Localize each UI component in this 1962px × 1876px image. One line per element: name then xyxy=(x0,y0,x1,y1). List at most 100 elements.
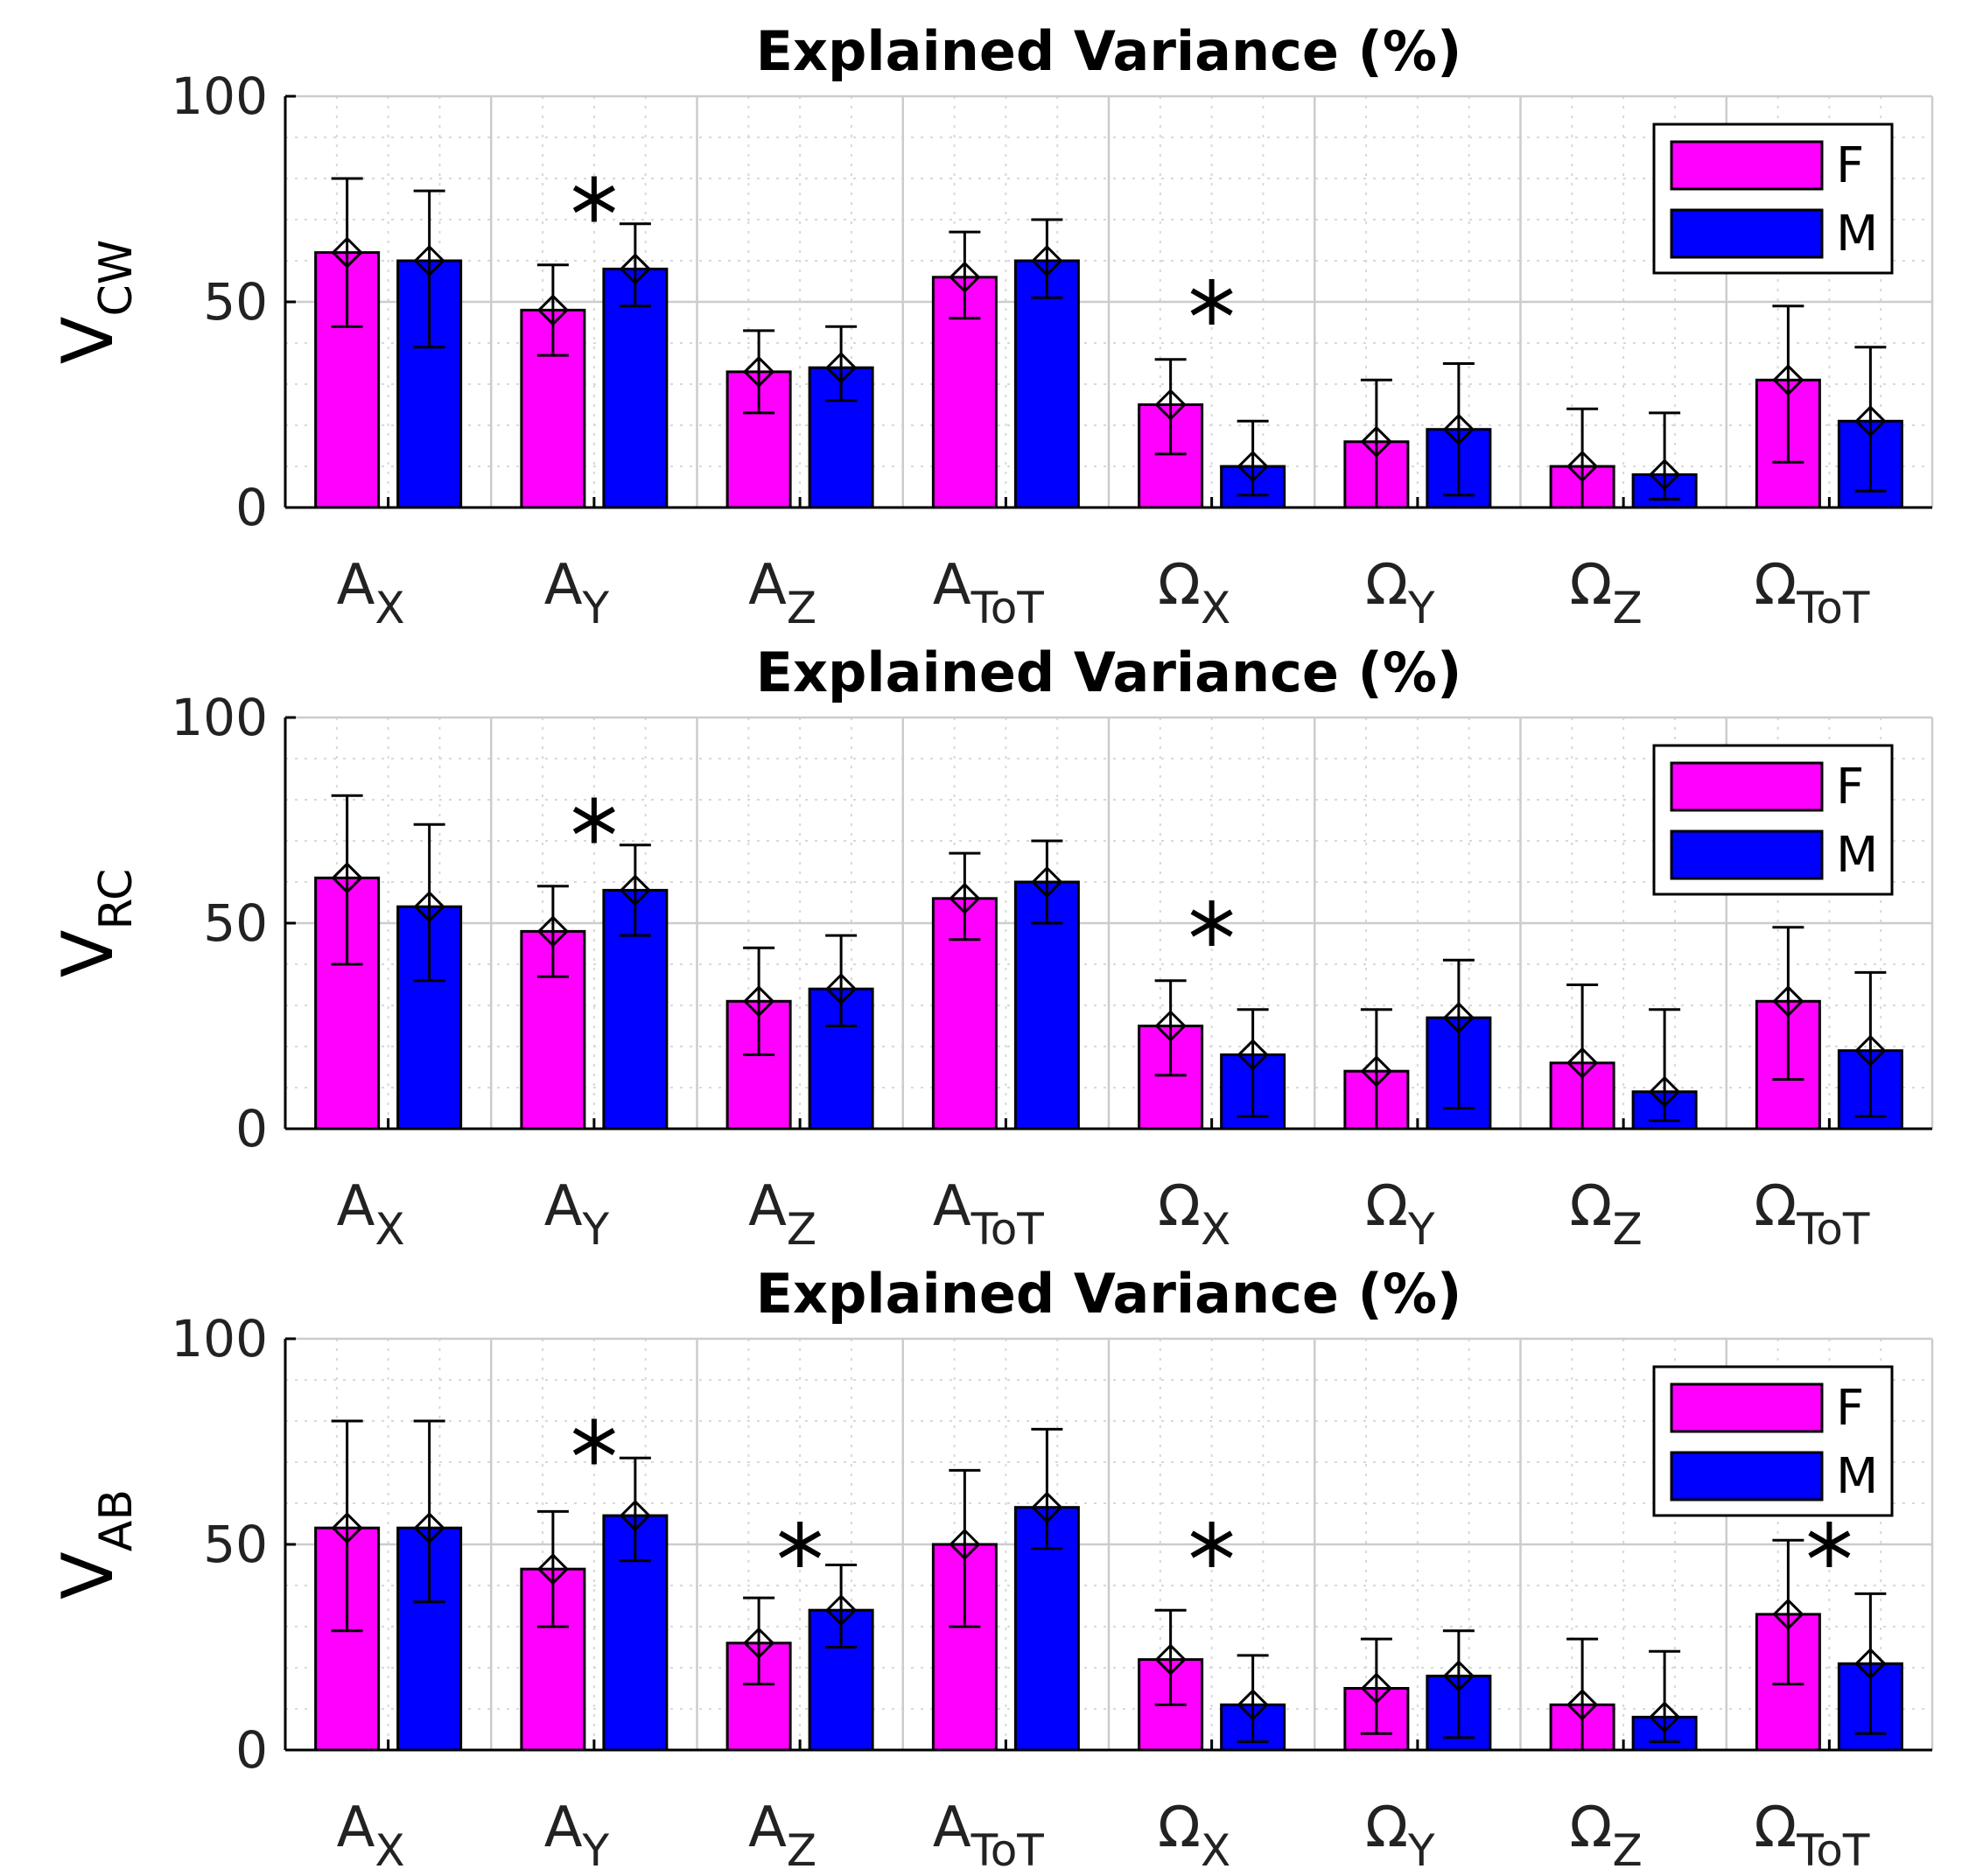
mean-marker xyxy=(1772,985,1804,1018)
star-stroke xyxy=(1190,1530,1233,1558)
x-tick-label: AY xyxy=(544,553,610,634)
significance-star xyxy=(572,1418,615,1465)
mean-marker xyxy=(1442,1660,1475,1692)
y-tick-label: 50 xyxy=(203,893,268,953)
mean-marker xyxy=(619,253,651,285)
x-tick-label-main: Ω xyxy=(1570,1174,1613,1239)
significance-star xyxy=(779,1522,822,1567)
chart-title: Explained Variance (%) xyxy=(756,640,1462,704)
legend-label-m: M xyxy=(1836,1448,1878,1505)
mean-marker xyxy=(1154,1643,1187,1676)
significance-star xyxy=(1190,279,1233,325)
mean-marker xyxy=(413,1512,445,1544)
x-tick-label-sub: X xyxy=(375,583,404,634)
mean-marker xyxy=(536,915,569,948)
x-tick-label-main: A xyxy=(933,553,971,618)
y-axis-label-main: V xyxy=(47,929,129,977)
y-axis-label-main: V xyxy=(47,1551,129,1600)
x-tick-label-sub: Y xyxy=(1407,583,1435,634)
mean-marker xyxy=(619,874,651,906)
mean-marker xyxy=(1154,388,1187,421)
legend-swatch-m xyxy=(1670,208,1824,259)
legend-label-m: M xyxy=(1836,206,1878,262)
x-tick-label-sub: Y xyxy=(1407,1204,1435,1255)
mean-marker xyxy=(1649,1701,1681,1733)
y-axis-label-main: V xyxy=(47,316,129,364)
x-tick-label-sub: X xyxy=(1201,1825,1230,1876)
mean-marker xyxy=(1649,1075,1681,1108)
star-stroke xyxy=(572,185,615,214)
y-tick-label: 0 xyxy=(235,1720,268,1780)
x-tick-label: ΩX xyxy=(1158,1796,1230,1876)
mean-marker xyxy=(949,1528,981,1561)
y-axis-label: VRC xyxy=(47,869,143,978)
legend-label-m: M xyxy=(1836,827,1878,884)
star-stroke xyxy=(1190,909,1233,937)
x-tick-label-sub: ToT xyxy=(970,1825,1045,1876)
x-tick-label-main: Ω xyxy=(1365,553,1408,618)
y-tick-label: 50 xyxy=(203,1515,268,1574)
x-tick-label-sub: Z xyxy=(1612,1825,1642,1876)
x-tick-label: ΩToT xyxy=(1754,1174,1870,1255)
y-tick-label: 0 xyxy=(235,478,268,537)
legend-swatch-m xyxy=(1670,1451,1824,1502)
y-axis-label-sub: CW xyxy=(90,240,143,317)
legend-label-f: F xyxy=(1836,759,1864,816)
mean-marker xyxy=(1566,1689,1599,1721)
x-tick-label: ΩY xyxy=(1365,553,1435,634)
x-tick-label: AToT xyxy=(933,1174,1044,1255)
x-tick-label-sub: ToT xyxy=(1796,583,1870,634)
x-tick-label-main: A xyxy=(544,1174,583,1239)
x-tick-label-sub: Z xyxy=(787,583,816,634)
mean-marker xyxy=(825,1594,858,1627)
mean-marker xyxy=(1237,1689,1269,1721)
mean-marker xyxy=(331,236,363,269)
mean-marker xyxy=(743,1627,775,1659)
x-tick-label: AZ xyxy=(748,1174,816,1255)
mean-marker xyxy=(331,862,363,894)
legend-swatch-m xyxy=(1670,830,1824,880)
x-tick-label-main: A xyxy=(544,1796,583,1860)
x-tick-label-main: Ω xyxy=(1570,553,1613,618)
x-tick-label-main: A xyxy=(748,1796,787,1860)
x-tick-label-main: Ω xyxy=(1754,1796,1797,1860)
x-tick-label: AX xyxy=(337,1796,405,1876)
x-tick-label-main: Ω xyxy=(1158,1174,1201,1239)
x-tick-label-sub: Y xyxy=(581,1825,609,1876)
x-tick-label-main: Ω xyxy=(1754,553,1797,618)
x-tick-label-main: Ω xyxy=(1158,1796,1201,1860)
star-stroke xyxy=(1190,288,1233,316)
mean-marker xyxy=(1772,364,1804,396)
mean-marker xyxy=(1854,405,1887,438)
mean-marker xyxy=(743,985,775,1018)
x-tick-label: ΩToT xyxy=(1754,553,1870,634)
y-axis-label-sub: RC xyxy=(90,869,143,930)
x-tick-label: AX xyxy=(337,553,405,634)
mean-marker xyxy=(1854,1648,1887,1680)
legend-swatch-f xyxy=(1670,1382,1824,1433)
x-tick-label: AToT xyxy=(933,1796,1044,1876)
mean-marker xyxy=(1031,244,1063,277)
x-tick-label-sub: ToT xyxy=(970,583,1045,634)
x-tick-label-sub: Y xyxy=(581,583,609,634)
star-stroke xyxy=(572,1427,615,1456)
mean-marker xyxy=(1772,1598,1804,1631)
x-tick-label-main: A xyxy=(933,1174,971,1239)
significance-star xyxy=(1190,1522,1233,1567)
x-tick-label: AZ xyxy=(748,553,816,634)
x-tick-label: AY xyxy=(544,1174,610,1255)
x-tick-label-sub: X xyxy=(375,1825,404,1876)
x-tick-label-sub: Y xyxy=(1407,1825,1435,1876)
x-tick-label-main: A xyxy=(337,1174,375,1239)
mean-marker xyxy=(1031,865,1063,899)
x-tick-label-sub: Z xyxy=(787,1204,816,1255)
bar-m xyxy=(1013,259,1080,509)
y-axis-label-sub: AB xyxy=(90,1489,143,1551)
x-tick-label: AToT xyxy=(933,553,1044,634)
mean-marker xyxy=(1649,458,1681,491)
mean-marker xyxy=(949,882,981,914)
y-tick-label: 100 xyxy=(171,1309,268,1368)
x-tick-label-sub: X xyxy=(1201,583,1230,634)
